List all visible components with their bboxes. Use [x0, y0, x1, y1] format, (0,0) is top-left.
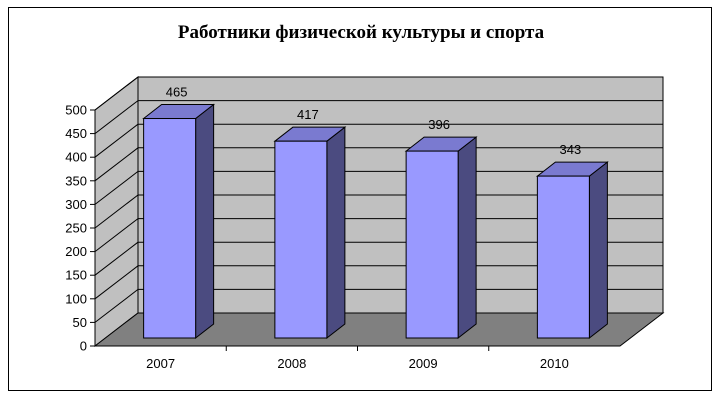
bars [142, 103, 609, 340]
axes [90, 109, 620, 351]
data-label: 343 [560, 142, 582, 157]
data-label: 417 [297, 107, 319, 122]
gridline-side [94, 241, 139, 276]
gridline-side [94, 171, 139, 205]
y-tick-label: 500 [65, 103, 87, 118]
gridline-side [94, 289, 139, 323]
bar-2010 [536, 175, 590, 339]
bar-side [457, 136, 477, 340]
x-tick-label: 2009 [409, 356, 438, 371]
chart-title: Работники физической культуры и спорта [177, 22, 545, 43]
bar-side [588, 161, 608, 340]
gridline-side [94, 218, 139, 252]
y-tick-label: 450 [65, 126, 87, 141]
data-label: 465 [166, 85, 188, 100]
y-tick-label: 400 [65, 150, 87, 165]
y-tick-label: 350 [65, 173, 87, 188]
bar-2008 [274, 140, 328, 339]
x-tick-label: 2010 [540, 356, 569, 371]
x-tick-label: 2007 [146, 356, 175, 371]
y-tick-label: 0 [80, 339, 87, 354]
gridline-side [94, 123, 139, 158]
y-tick-label: 100 [65, 291, 87, 306]
y-tick-label: 150 [65, 268, 87, 283]
gridline-side [94, 147, 139, 182]
data-label: 396 [428, 117, 450, 132]
labels: 0 50 100 150 200 250 300 350 400 450 500 465 2007 417… [65, 85, 581, 371]
gridline-side [94, 194, 139, 229]
x-tick-label: 2008 [277, 356, 306, 371]
y-tick-label: 300 [65, 197, 87, 212]
y-tick-label: 250 [65, 221, 87, 236]
gridline-side [94, 76, 139, 111]
bar-side [195, 103, 215, 340]
bar-2009 [405, 150, 459, 339]
y-tick-label: 200 [65, 244, 87, 259]
y-tick-label: 50 [73, 315, 87, 330]
gridline-side [94, 100, 139, 134]
bar-2007 [143, 118, 197, 339]
gridline-side [94, 265, 139, 300]
bar-side [326, 126, 346, 340]
